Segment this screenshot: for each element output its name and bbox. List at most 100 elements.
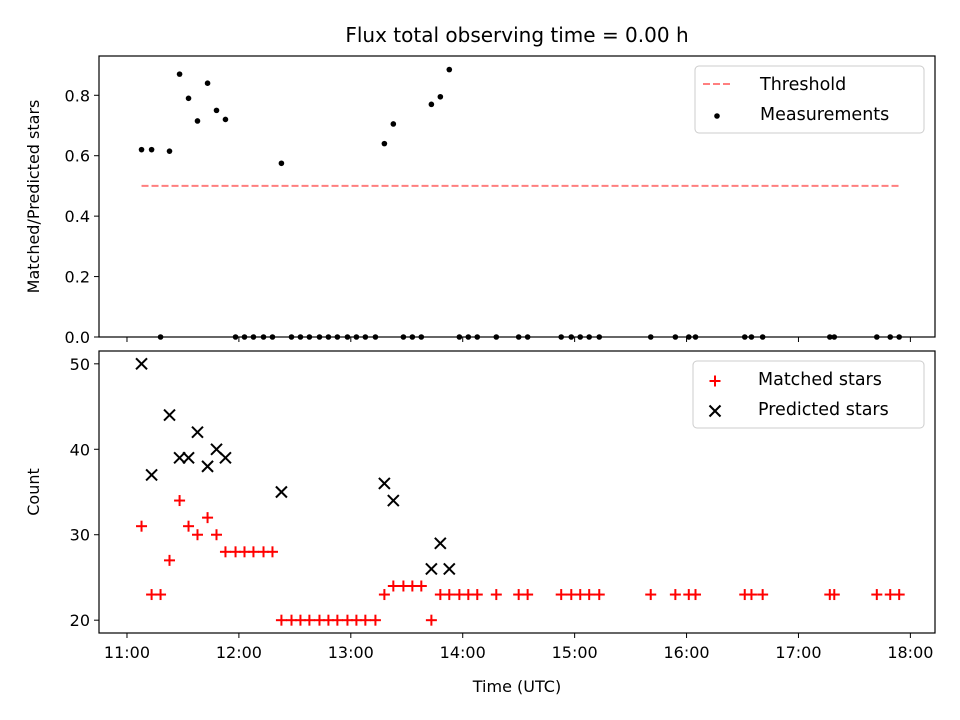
matched-star-point	[266, 546, 278, 558]
measurement-point	[176, 71, 183, 77]
x-tick-label: 18:00	[887, 643, 933, 662]
measurement-point	[372, 334, 379, 340]
legend-matched-handle	[709, 375, 721, 387]
measurement-point	[896, 334, 902, 340]
measurement-point	[269, 334, 276, 340]
measurement-point	[213, 107, 220, 114]
predicted-star-point	[135, 357, 148, 371]
matched-star-point	[490, 589, 502, 601]
chart-title: Flux total observing time = 0.00 h	[345, 23, 688, 47]
legend-label: Matched stars	[758, 370, 882, 390]
matched-star-point	[164, 554, 176, 566]
x-tick-label: 14:00	[440, 643, 486, 662]
measurement-point	[204, 80, 211, 86]
measurement-point	[672, 334, 679, 340]
matched-star-point	[757, 589, 769, 601]
measurement-point	[741, 334, 748, 340]
measurement-point	[456, 334, 463, 340]
matched-star-point	[583, 589, 595, 601]
matched-star-point	[471, 589, 483, 601]
top-y-tick-label: 0.8	[65, 86, 90, 105]
matched-star-point	[247, 546, 259, 558]
matched-star-point	[136, 520, 148, 532]
measurement-point	[232, 334, 239, 340]
bottom-axes-frame	[98, 350, 936, 634]
measurement-point	[148, 146, 155, 153]
measurement-point	[288, 334, 295, 340]
predicted-star-point	[425, 562, 438, 576]
measurement-point	[692, 334, 699, 340]
predicted-star-point	[275, 485, 288, 499]
measurement-point	[874, 334, 880, 340]
measurement-point	[316, 334, 323, 340]
matched-star-point	[425, 614, 437, 626]
legend-predicted-handle	[708, 404, 722, 418]
legend-frame	[694, 65, 925, 134]
top-legend: Threshold Measurements	[694, 65, 925, 134]
measurement-point	[344, 334, 351, 340]
matched-star-point	[415, 580, 427, 592]
legend-label: Predicted stars	[758, 400, 889, 420]
x-tick-label: 15:00	[552, 643, 598, 662]
predicted-star-point	[145, 468, 158, 482]
predicted-star-point	[387, 494, 400, 507]
top-panel: 0.0 0.2 0.4 0.6 0.8 Matched/Predicted stars Th…	[24, 55, 936, 347]
x-tick-label: 12:00	[216, 643, 262, 662]
measurement-point	[138, 146, 145, 153]
measurement-point	[418, 334, 425, 340]
measurement-point	[325, 334, 332, 340]
measurement-point	[362, 334, 369, 340]
matched-star-point	[359, 614, 371, 626]
measurement-point	[260, 334, 267, 340]
matched-star-point	[275, 614, 287, 626]
measurement-point	[465, 334, 472, 340]
measurement-point	[390, 121, 397, 127]
measurement-point	[887, 334, 894, 340]
predicted-star-point	[443, 562, 456, 576]
predicted-star-point	[219, 451, 232, 465]
matched-star-point	[387, 580, 399, 592]
measurement-point	[297, 334, 304, 340]
matched-star-point	[522, 589, 534, 601]
measurement-point	[278, 160, 285, 167]
matched-star-point	[303, 614, 315, 626]
measurement-point	[194, 118, 201, 124]
matched-star-point	[211, 529, 223, 541]
measurement-point	[831, 334, 838, 340]
measurement-point	[596, 334, 603, 340]
measurement-point	[493, 334, 500, 340]
matched-star-point	[669, 589, 681, 601]
measurement-point	[446, 66, 453, 73]
predicted-star-point	[173, 451, 186, 465]
measurement-point	[515, 334, 522, 340]
legend-label: Threshold	[759, 75, 846, 95]
measurement-point	[166, 148, 173, 154]
measurement-point	[428, 101, 435, 108]
measurement-point	[558, 334, 565, 340]
measurement-point	[306, 334, 313, 340]
bottom-y-tick-label: 40	[70, 440, 90, 459]
measurement-point	[474, 334, 481, 340]
matched-star-point	[219, 546, 231, 558]
top-y-tick-label: 0.2	[65, 268, 90, 287]
measurement-point	[685, 334, 692, 340]
measurement-point	[748, 334, 755, 340]
matched-star-point	[183, 520, 195, 532]
bottom-y-tick-label: 20	[70, 611, 90, 630]
predicted-star-point	[182, 451, 195, 465]
legend-frame	[692, 360, 925, 429]
matched-star-point	[593, 589, 605, 601]
bottom-legend: Matched stars Predicted stars	[692, 360, 925, 429]
measurement-point	[241, 334, 248, 340]
matched-star-point	[443, 589, 455, 601]
bottom-panel: 11:00 12:00 13:00 14:00 15:00 16:00 17:00 18:00…	[24, 350, 936, 662]
matched-star-point	[690, 589, 702, 601]
top-y-axis-label: Matched/Predicted stars	[24, 100, 43, 294]
measurement-point	[647, 334, 654, 340]
top-y-tick-label: 0.6	[65, 147, 90, 166]
matched-star-point	[378, 589, 390, 601]
bottom-y-tick-label: 30	[70, 526, 90, 545]
measurement-point	[334, 334, 341, 340]
predicted-star-point	[378, 477, 391, 490]
predicted-star-point	[163, 408, 176, 422]
